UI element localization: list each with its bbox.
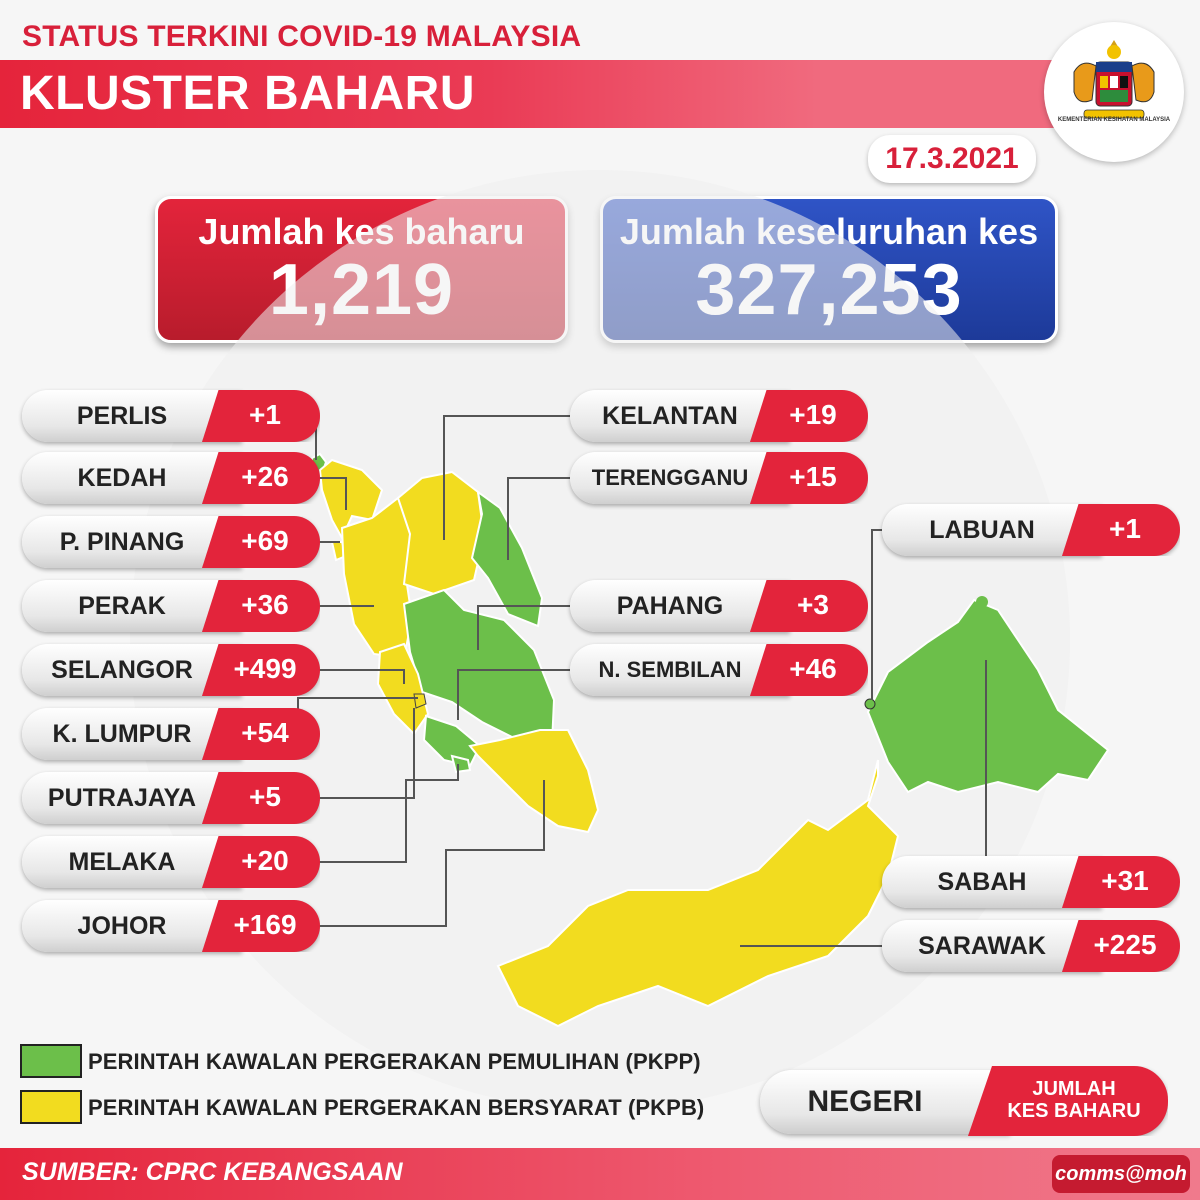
leader-kelantan [443,415,570,540]
leader-johor [298,780,545,927]
state-cases: +15 [750,452,868,504]
key-count-label: JUMLAH KES BAHARU [968,1066,1168,1136]
key-count-line2: KES BAHARU [1007,1100,1141,1122]
state-name: N. SEMBILAN [570,644,790,696]
state-pill-kelantan: KELANTAN +19 [570,390,868,442]
state-pill-kedah: KEDAH +26 [22,452,320,504]
map-region-melaka [450,754,472,774]
map-region-kelantan [396,470,486,596]
state-pill-sabah: SABAH +31 [882,856,1180,908]
legend-swatch-pkpb [20,1090,82,1124]
map-region-selangor [376,642,430,736]
state-cases: +1 [202,390,320,442]
header-title: KLUSTER BAHARU [20,67,475,120]
key-count-line1: JUMLAH [1032,1078,1116,1100]
state-pill-negeri-sembilan: N. SEMBILAN +46 [570,644,868,696]
state-cases: +26 [202,452,320,504]
state-pill-selangor: SELANGOR +499 [22,644,320,696]
state-name: LABUAN [882,504,1102,556]
coat-of-arms-icon [1073,40,1155,119]
state-pill-johor: JOHOR +169 [22,900,320,952]
footer-band [0,1148,1200,1200]
state-cases: +36 [202,580,320,632]
leader-labuan [871,529,882,700]
key-state-label: NEGERI [760,1070,1010,1134]
map-region-sabah [866,598,1110,794]
state-pill-kuala-lumpur: K. LUMPUR +54 [22,708,320,760]
map-region-kedah [318,458,384,541]
footer-source: SUMBER: CPRC KEBANGSAAN [22,1158,403,1186]
state-name: KEDAH [22,452,242,504]
state-pill-putrajaya: PUTRAJAYA +5 [22,772,320,824]
state-cases: +46 [750,644,868,696]
state-cases: +20 [202,836,320,888]
state-pill-perak: PERAK +36 [22,580,320,632]
state-pill-terengganu: TERENGGANU +15 [570,452,868,504]
leader-selangor [298,669,405,684]
state-cases: +1 [1062,504,1180,556]
legend-swatch-pkpp [20,1044,82,1078]
state-cases: +69 [202,516,320,568]
leader-lines [297,415,987,947]
legend-label-pkpp: PERINTAH KAWALAN PERGERAKAN PEMULIHAN (P… [88,1049,701,1074]
state-cases: +19 [750,390,868,442]
state-name: JOHOR [22,900,242,952]
footer-tag: comms@moh [1052,1155,1190,1193]
state-pill-sarawak: SARAWAK +225 [882,920,1180,972]
state-cases: +3 [750,580,868,632]
state-cases: +225 [1062,920,1180,972]
state-cases: +54 [202,708,320,760]
legend-label-pkpb: PERINTAH KAWALAN PERGERAKAN BERSYARAT (P… [88,1095,705,1120]
state-cases: +31 [1062,856,1180,908]
date-badge: 17.3.2021 [868,135,1036,183]
map-region-johor [468,729,600,834]
header-band [0,60,1090,128]
state-name: SELANGOR [22,644,242,696]
header-subtitle: STATUS TERKINI COVID-19 MALAYSIA [22,20,582,53]
state-pill-pahang: PAHANG +3 [570,580,868,632]
map-region-labuan [864,698,876,710]
leader-pahang [477,605,570,650]
state-pill-labuan: LABUAN +1 [882,504,1180,556]
state-cases: +169 [202,900,320,952]
leader-terengganu [507,477,570,560]
ministry-logo [1044,22,1184,162]
leader-melaka [298,764,459,863]
state-pill-melaka: MELAKA +20 [22,836,320,888]
leader-negeri-sembilan [457,669,570,720]
leader-putrajaya [298,708,415,799]
state-cases: +499 [202,644,320,696]
state-pill-perlis: PERLIS +1 [22,390,320,442]
logo-caption: KEMENTERIAN KESIHATAN MALAYSIA [1057,117,1171,123]
state-cases: +5 [202,772,320,824]
state-pill-penang: P. PINANG +69 [22,516,320,568]
state-name: TERENGGANU [570,452,790,504]
map-island-sabah [976,596,988,608]
